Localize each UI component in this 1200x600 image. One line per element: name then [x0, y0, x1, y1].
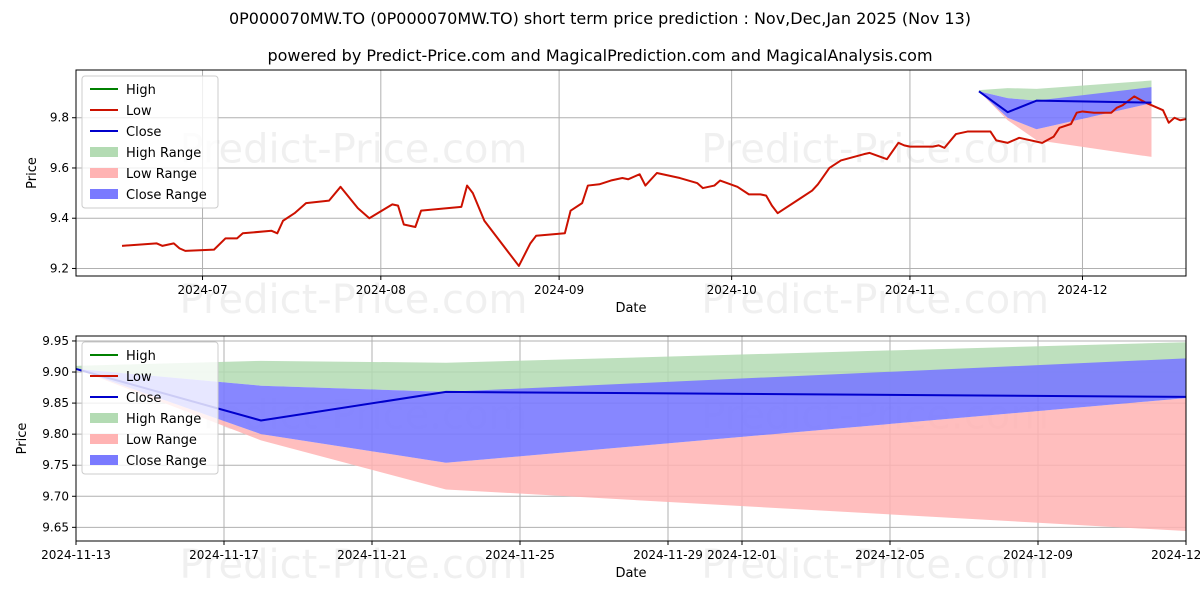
bottom-plot-frame [75, 335, 1187, 542]
top-watermark: Predict-Price.com [180, 127, 528, 173]
bottom-x-tick-label: 2024-12-09 [1003, 548, 1073, 562]
top-legend-low-range-swatch [90, 168, 118, 178]
top-legend-low-range-label: Low Range [126, 167, 197, 182]
top-x-tick-label: 2024-09 [534, 283, 584, 297]
bottom-x-tick-label: 2024-12-13 [1151, 548, 1200, 562]
bottom-panel: Predict-Price.comPredict-Price.comPredic… [15, 334, 1200, 588]
chart-subtitle: powered by Predict-Price.com and Magical… [267, 46, 933, 65]
chart-title: 0P000070MW.TO (0P000070MW.TO) short term… [228, 9, 972, 28]
bottom-y-tick-label: 9.65 [42, 520, 69, 534]
bottom-y-tick-label: 9.95 [42, 334, 69, 348]
bottom-y-tick-label: 9.90 [42, 365, 69, 379]
top-x-tick-label: 2024-12 [1057, 283, 1107, 297]
top-y-tick-label: 9.8 [50, 111, 69, 125]
top-y-tick-label: 9.6 [50, 161, 69, 175]
bottom-legend-close-range-label: Close Range [126, 454, 207, 469]
top-legend-close-label: Close [126, 125, 161, 140]
top-panel: Predict-Price.com Predict-Price.com Predic… [25, 69, 1187, 323]
top-y-axis-label: Price [25, 157, 40, 189]
top-plot-area [121, 80, 1186, 267]
bottom-close-range-band [76, 358, 1186, 463]
bottom-plot-area [76, 342, 1186, 532]
top-close-forecast-line [978, 90, 1152, 114]
top-legend-high-label: High [126, 83, 156, 98]
bottom-y-tick-label: 9.80 [42, 427, 69, 441]
top-x-tick-label: 2024-11 [885, 283, 935, 297]
top-low-range-band [978, 91, 1152, 157]
bottom-legend-close-label: Close [126, 391, 161, 406]
bottom-low-range-band [76, 368, 1186, 532]
bottom-watermark: Predict-Price.com [701, 542, 1049, 588]
top-low-series-line [121, 95, 1186, 267]
top-y-tick-label: 9.4 [50, 211, 69, 225]
top-watermark: Predict-Price.com [701, 277, 1049, 323]
bottom-watermark: Predict-Price.com [180, 542, 528, 588]
bottom-x-tick-label: 2024-11-13 [41, 548, 111, 562]
bottom-legend-high-label: High [126, 349, 156, 364]
bottom-x-tick-label: 2024-12-05 [855, 548, 925, 562]
bottom-y-axis-label: Price [15, 423, 30, 455]
top-x-tick-label: 2024-10 [707, 283, 757, 297]
bottom-legend: High Low Close High Range Low Range Close Ran… [81, 341, 219, 475]
bottom-legend-low-label: Low [126, 370, 152, 385]
top-legend: High Low Close High Range Low Range Close Ran… [81, 75, 219, 209]
bottom-x-tick-label: 2024-11-17 [189, 548, 259, 562]
top-x-axis-label: Date [615, 301, 646, 316]
bottom-legend-low-range-swatch [90, 434, 118, 444]
top-legend-close-range-label: Close Range [126, 188, 207, 203]
bottom-x-axis-label: Date [615, 566, 646, 581]
top-legend-high-range-swatch [90, 147, 118, 157]
top-legend-high-range-label: High Range [126, 146, 201, 161]
bottom-y-tick-label: 9.70 [42, 489, 69, 503]
bottom-legend-high-range-swatch [90, 413, 118, 423]
bottom-x-tick-label: 2024-11-25 [485, 548, 555, 562]
bottom-legend-close-range-swatch [90, 455, 118, 465]
top-close-range-band [978, 87, 1152, 130]
top-x-tick-label: 2024-08 [356, 283, 406, 297]
bottom-x-tick-label: 2024-11-21 [337, 548, 407, 562]
bottom-legend-high-range-label: High Range [126, 412, 201, 427]
bottom-x-tick-label: 2024-11-29 [633, 548, 703, 562]
top-legend-close-range-swatch [90, 189, 118, 199]
top-legend-low-label: Low [126, 104, 152, 119]
bottom-legend-low-range-label: Low Range [126, 433, 197, 448]
top-watermark: Predict-Price.com [701, 127, 1049, 173]
bottom-x-tick-label: 2024-12-01 [707, 548, 777, 562]
top-plot-frame [75, 69, 1187, 277]
bottom-y-tick-label: 9.75 [42, 458, 69, 472]
top-watermark: Predict-Price.com [180, 277, 528, 323]
bottom-y-tick-label: 9.85 [42, 396, 69, 410]
top-y-tick-label: 9.2 [50, 261, 69, 275]
top-x-tick-label: 2024-07 [177, 283, 227, 297]
